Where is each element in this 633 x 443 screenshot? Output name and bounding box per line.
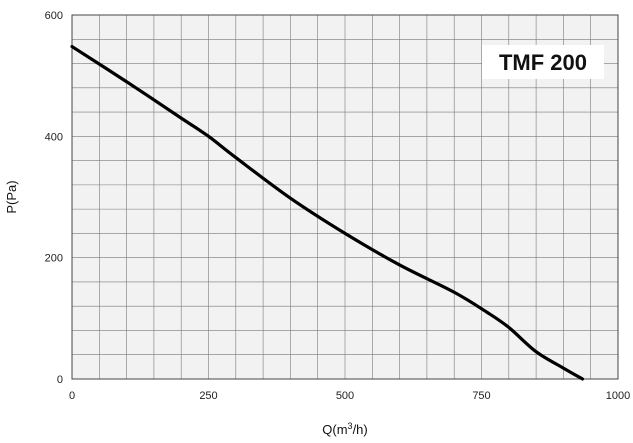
chart-title: TMF 200 bbox=[499, 50, 587, 75]
plot-frame bbox=[71, 14, 619, 380]
title-badge bbox=[482, 45, 604, 79]
y-tick-label: 0 bbox=[57, 374, 63, 386]
y-tick-labels: 0 200 400 600 bbox=[45, 10, 63, 386]
x-axis-label-superscript: 3 bbox=[348, 421, 353, 431]
y-tick-label: 400 bbox=[45, 131, 63, 143]
x-tick-label: 500 bbox=[336, 390, 354, 402]
x-axis-label-main: Q(m bbox=[322, 422, 347, 437]
x-tick-label: 250 bbox=[199, 390, 217, 402]
grid-lines bbox=[72, 15, 618, 379]
x-axis-label: Q(m3/h) bbox=[322, 421, 367, 437]
x-axis-label-tail: /h) bbox=[353, 422, 368, 437]
y-tick-label: 200 bbox=[45, 253, 63, 265]
x-tick-label: 0 bbox=[69, 390, 75, 402]
y-axis-label: P(Pa) bbox=[4, 180, 19, 213]
y-tick-label: 600 bbox=[45, 10, 63, 22]
x-tick-label: 750 bbox=[472, 390, 490, 402]
fan-curve-line bbox=[70, 44, 585, 381]
x-tick-labels: 0 250 500 750 1000 bbox=[69, 390, 630, 402]
x-tick-label: 1000 bbox=[606, 390, 630, 402]
